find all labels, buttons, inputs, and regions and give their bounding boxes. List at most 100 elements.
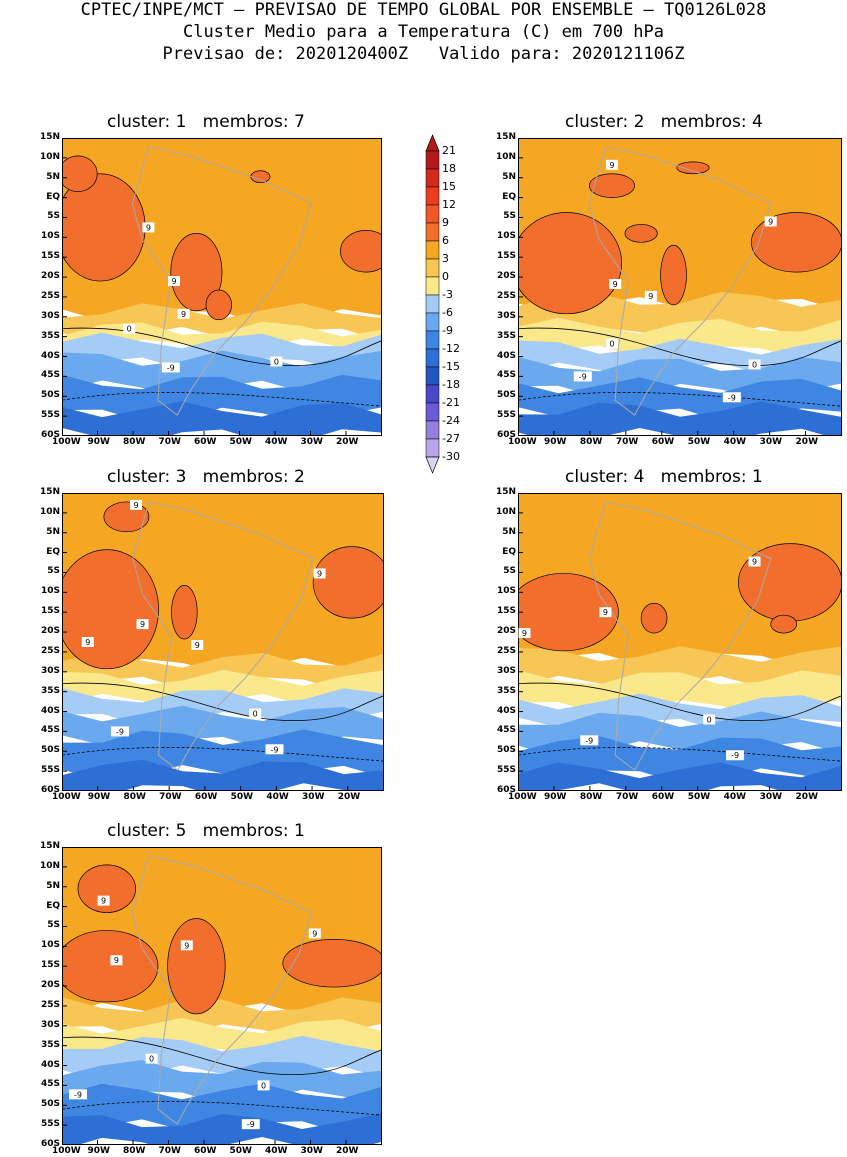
contour-label: 9 <box>140 620 145 629</box>
lat-label: 35S <box>40 685 60 696</box>
lat-label: 55S <box>40 410 60 421</box>
map-panel-3: 9 9 9 9 9 0 -9 -9 <box>62 493 384 791</box>
minus9-contour <box>62 1101 382 1116</box>
lat-label: 55S <box>496 765 516 776</box>
lon-label: 40W <box>723 792 747 802</box>
lat-label: 15N <box>495 487 516 497</box>
lon-label: 90W <box>543 792 567 802</box>
lat-label: 40S <box>40 1059 60 1070</box>
lat-label: 5N <box>46 171 60 182</box>
lat-label: 15S <box>40 606 60 617</box>
lat-label: 20S <box>40 980 60 991</box>
lat-label: EQ <box>502 546 516 557</box>
lat-label: 60S <box>40 430 60 440</box>
warm-region <box>737 543 842 622</box>
lat-label: 15S <box>40 960 60 971</box>
map-frame <box>518 138 842 436</box>
lat-label: 25S <box>496 290 516 301</box>
temperature-band <box>62 138 382 324</box>
map-panel-2: 9 9 9 9 0 0 -9 -9 <box>518 138 842 436</box>
lon-label: 20W <box>795 437 818 447</box>
lon-label: 40W <box>265 1146 288 1156</box>
lon-label: 90W <box>87 792 111 802</box>
lat-label: 60S <box>496 430 516 440</box>
lat-label: 10N <box>495 151 516 162</box>
contour-label-box <box>722 392 741 403</box>
lat-label: 25S <box>40 999 60 1010</box>
lon-label: 50W <box>687 792 711 802</box>
contour-label-box <box>764 216 777 227</box>
lon-label: 70W <box>615 792 639 802</box>
map-panel-1: 9 9 9 0 0 -9 <box>62 138 382 436</box>
lon-label: 30W <box>759 437 783 447</box>
lat-label: 55S <box>40 765 60 776</box>
lat-label: 15N <box>39 132 60 142</box>
warm-region <box>77 864 136 913</box>
contour-label: 9 <box>768 217 773 226</box>
lon-label: 30W <box>759 792 783 802</box>
lon-label: 90W <box>87 1146 110 1156</box>
contour-label-box <box>110 726 129 737</box>
contour-label: -9 <box>731 751 739 760</box>
lat-label: 30S <box>496 310 516 321</box>
contour-label: 0 <box>253 710 258 719</box>
contour-label: -9 <box>74 1090 82 1099</box>
lat-label: 25S <box>496 645 516 656</box>
colorbar-swatch <box>425 438 440 458</box>
lat-label: 5S <box>47 211 60 222</box>
warm-region <box>167 918 226 1015</box>
lon-label: 80W <box>579 792 603 802</box>
lon-label: 60W <box>194 792 218 802</box>
contour-label: 0 <box>274 358 279 367</box>
temperature-band <box>518 762 842 791</box>
colorbar-label: 12 <box>442 198 456 211</box>
contour-label: 0 <box>127 325 132 334</box>
contour-label-box <box>599 607 612 618</box>
warm-region <box>62 930 159 1003</box>
lon-label: 40W <box>723 437 747 447</box>
panel-title: cluster: 3 membros: 2 <box>107 467 305 487</box>
colorbar-swatch <box>425 258 440 278</box>
lon-label: 20W <box>336 437 359 447</box>
map-canvas: 9 9 9 9 0 0 -9 -9 <box>518 138 842 436</box>
warm-region <box>640 602 668 634</box>
lon-label: 100W <box>508 437 537 447</box>
warm-region <box>770 614 797 634</box>
contour-label: 0 <box>609 340 614 349</box>
lat-label: 55S <box>40 1119 60 1130</box>
header-line-3: Previsao de: 2020120400Z Valido para: 20… <box>162 44 685 64</box>
contour-label-box <box>308 928 321 939</box>
lat-label: 15N <box>39 487 60 497</box>
contour-label-box <box>130 499 143 510</box>
lon-label: 60W <box>194 437 217 447</box>
lat-label: 35S <box>40 1039 60 1050</box>
lat-label: 10N <box>495 506 516 517</box>
contour-label-box <box>605 159 618 170</box>
colorbar-swatch <box>425 240 440 260</box>
lat-label: 15N <box>39 841 60 851</box>
lat-label: 15N <box>495 132 516 142</box>
lat-label: 45S <box>40 1079 60 1090</box>
temperature-band <box>518 646 842 692</box>
contour-label: 0 <box>752 360 757 369</box>
colorbar-label: -15 <box>442 360 460 373</box>
colorbar-swatch <box>425 366 440 386</box>
panel-title: cluster: 4 membros: 1 <box>565 467 763 487</box>
lat-label: 5N <box>502 526 516 537</box>
contour-label-box <box>270 356 283 367</box>
lat-label: EQ <box>46 191 60 202</box>
temperature-band <box>62 1113 382 1145</box>
contour-label-box <box>609 279 622 290</box>
contour-label: 9 <box>146 223 151 232</box>
contour-label: -9 <box>585 736 593 745</box>
contour-label-box <box>136 619 149 630</box>
contour-label-box <box>123 323 136 334</box>
lat-label: 30S <box>496 665 516 676</box>
lat-label: 30S <box>40 665 60 676</box>
warm-region <box>588 173 635 198</box>
lat-label: 20S <box>496 626 516 637</box>
contour-label-box <box>580 735 599 746</box>
contour-label-box <box>97 895 110 906</box>
map-frame <box>518 493 842 791</box>
lat-label: 5N <box>46 526 60 537</box>
